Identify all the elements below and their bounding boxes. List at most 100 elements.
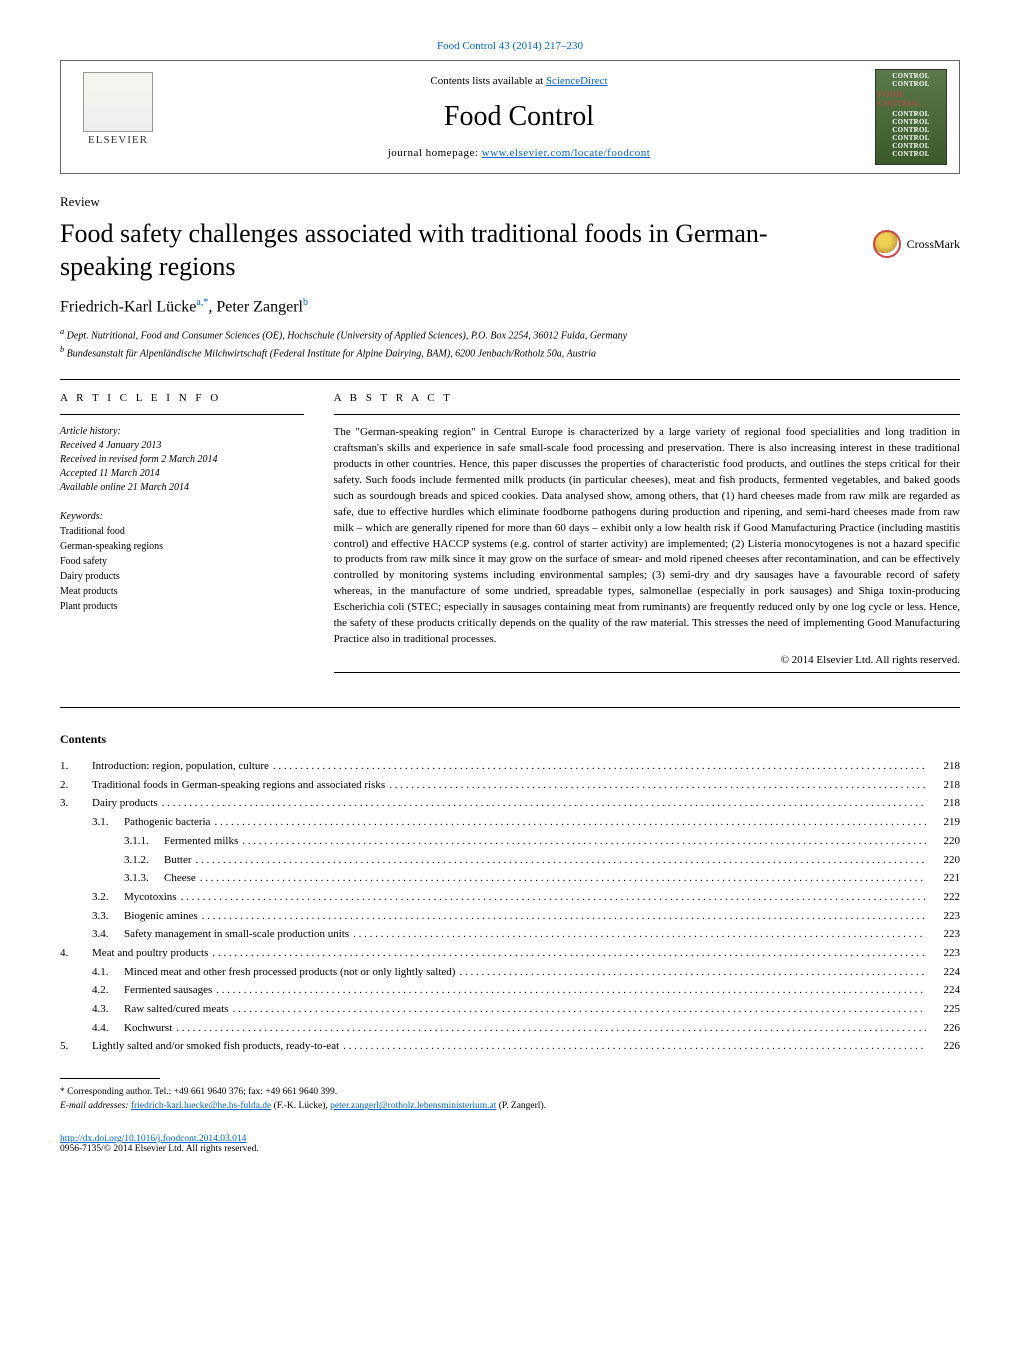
- crossmark-badge[interactable]: CrossMark: [873, 230, 960, 258]
- author-1-sup: a,*: [196, 297, 208, 308]
- elsevier-tree-icon: [83, 72, 153, 132]
- cover-line: CONTROL: [892, 72, 930, 80]
- homepage-link[interactable]: www.elsevier.com/locate/foodcont: [482, 147, 651, 159]
- abstract-text: The "German-speaking region" in Central …: [334, 425, 960, 648]
- toc-page: 226: [926, 1037, 960, 1056]
- abstract-heading: A B S T R A C T: [334, 392, 960, 404]
- toc-num: 3.1.3.: [60, 869, 164, 888]
- sciencedirect-link[interactable]: ScienceDirect: [546, 75, 608, 87]
- toc-title: Meat and poultry products: [92, 944, 926, 963]
- elsevier-logo: ELSEVIER: [73, 72, 163, 162]
- cover-line: CONTROL: [892, 80, 930, 88]
- toc-page: 218: [926, 757, 960, 776]
- emails-label: E-mail addresses:: [60, 1101, 131, 1111]
- divider: [60, 414, 304, 415]
- toc-page: 223: [926, 944, 960, 963]
- author-1: Friedrich-Karl Lücke: [60, 298, 196, 315]
- toc-num: 4.2.: [60, 981, 124, 1000]
- email-link-1[interactable]: friedrich-karl.luecke@he.hs-fulda.de: [131, 1101, 271, 1111]
- toc-title: Fermented milks: [164, 832, 926, 851]
- journal-title: Food Control: [163, 101, 875, 133]
- toc-title: Traditional foods in German-speaking reg…: [92, 776, 926, 795]
- toc-row: 1.Introduction: region, population, cult…: [60, 757, 960, 776]
- author-2-sup: b: [303, 297, 308, 308]
- toc-row: 4.3.Raw salted/cured meats 225: [60, 1000, 960, 1019]
- toc-num: 1.: [60, 757, 92, 776]
- toc-page: 218: [926, 776, 960, 795]
- toc-num: 3.2.: [60, 888, 124, 907]
- footnote-separator: [60, 1078, 160, 1079]
- toc-page: 224: [926, 963, 960, 982]
- toc-title: Biogenic amines: [124, 907, 926, 926]
- keyword: Food safety: [60, 554, 304, 569]
- toc-row: 4.4.Kochwurst 226: [60, 1019, 960, 1038]
- toc-page: 224: [926, 981, 960, 1000]
- toc-num: 3.1.: [60, 813, 124, 832]
- toc-row: 3.1.Pathogenic bacteria 219: [60, 813, 960, 832]
- affiliations: a Dept. Nutritional, Food and Consumer S…: [60, 326, 960, 361]
- toc-num: 3.: [60, 794, 92, 813]
- cover-line: CONTROL: [892, 134, 930, 142]
- doi-link[interactable]: http://dx.doi.org/10.1016/j.foodcont.201…: [60, 1134, 246, 1144]
- toc-page: 222: [926, 888, 960, 907]
- crossmark-icon: [873, 230, 901, 258]
- toc-row: 3.2.Mycotoxins 222: [60, 888, 960, 907]
- toc-num: 4.4.: [60, 1019, 124, 1038]
- issn-copyright: 0956-7135/© 2014 Elsevier Ltd. All right…: [60, 1144, 960, 1154]
- toc-num: 3.3.: [60, 907, 124, 926]
- article-info-column: A R T I C L E I N F O Article history: R…: [60, 392, 304, 683]
- toc-page: 221: [926, 869, 960, 888]
- history-online: Available online 21 March 2014: [60, 481, 304, 495]
- article-type: Review: [60, 194, 960, 210]
- toc-page: 223: [926, 925, 960, 944]
- elsevier-text: ELSEVIER: [88, 134, 148, 146]
- cover-line: FOOD CONTROL: [878, 90, 944, 108]
- toc-title: Mycotoxins: [124, 888, 926, 907]
- toc-page: 223: [926, 907, 960, 926]
- toc-title: Minced meat and other fresh processed pr…: [124, 963, 926, 982]
- toc-page: 220: [926, 851, 960, 870]
- doi-block: http://dx.doi.org/10.1016/j.foodcont.201…: [60, 1134, 960, 1154]
- contents-heading: Contents: [60, 732, 960, 747]
- toc-title: Dairy products: [92, 794, 926, 813]
- history-accepted: Accepted 11 March 2014: [60, 467, 304, 481]
- toc-row: 4.2.Fermented sausages 224: [60, 981, 960, 1000]
- divider: [334, 414, 960, 415]
- history-label: Article history:: [60, 425, 304, 439]
- toc-title: Cheese: [164, 869, 926, 888]
- author-2: , Peter Zangerl: [208, 298, 303, 315]
- cover-line: CONTROL: [892, 150, 930, 158]
- cover-line: CONTROL: [892, 126, 930, 134]
- toc-row: 2.Traditional foods in German-speaking r…: [60, 776, 960, 795]
- toc-title: Kochwurst: [124, 1019, 926, 1038]
- toc-row: 3.3.Biogenic amines 223: [60, 907, 960, 926]
- toc-num: 4.1.: [60, 963, 124, 982]
- toc-row: 4.Meat and poultry products 223: [60, 944, 960, 963]
- toc-page: 225: [926, 1000, 960, 1019]
- email-who-2: (P. Zangerl).: [496, 1101, 546, 1111]
- email-who-1: (F.-K. Lücke),: [271, 1101, 330, 1111]
- cover-line: CONTROL: [892, 118, 930, 126]
- toc-num: 3.1.1.: [60, 832, 164, 851]
- keyword: Dairy products: [60, 569, 304, 584]
- footnotes: * Corresponding author. Tel.: +49 661 96…: [60, 1085, 960, 1114]
- toc-title: Fermented sausages: [124, 981, 926, 1000]
- toc-title: Pathogenic bacteria: [124, 813, 926, 832]
- toc-title: Raw salted/cured meats: [124, 1000, 926, 1019]
- cover-line: CONTROL: [892, 142, 930, 150]
- toc-page: 226: [926, 1019, 960, 1038]
- toc-row: 3.1.2.Butter 220: [60, 851, 960, 870]
- affiliation-a: a Dept. Nutritional, Food and Consumer S…: [60, 326, 960, 343]
- divider: [334, 672, 960, 673]
- history-received: Received 4 January 2013: [60, 439, 304, 453]
- toc-title: Safety management in small-scale product…: [124, 925, 926, 944]
- keyword: German-speaking regions: [60, 539, 304, 554]
- toc-row: 5.Lightly salted and/or smoked fish prod…: [60, 1037, 960, 1056]
- toc-title: Introduction: region, population, cultur…: [92, 757, 926, 776]
- divider: [60, 379, 960, 380]
- toc-title: Lightly salted and/or smoked fish produc…: [92, 1037, 926, 1056]
- email-link-2[interactable]: peter.zangerl@rotholz.lebensministerium.…: [330, 1101, 496, 1111]
- keywords-label: Keywords:: [60, 511, 304, 522]
- article-info-heading: A R T I C L E I N F O: [60, 392, 304, 404]
- journal-reference: Food Control 43 (2014) 217–230: [60, 40, 960, 52]
